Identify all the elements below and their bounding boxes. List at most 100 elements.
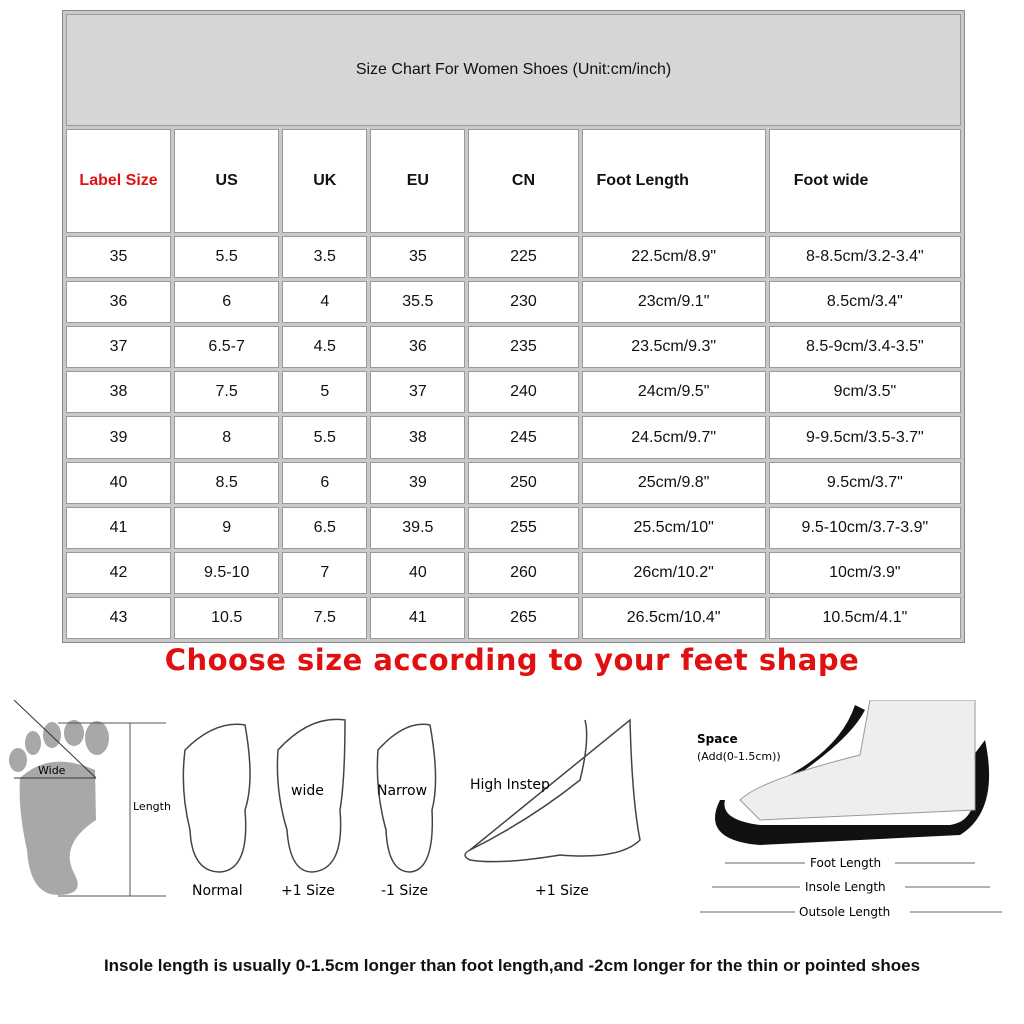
plus-one-size-label: +1 Size bbox=[281, 883, 335, 899]
table-row: 37 6.5-7 4.5 36 235 23.5cm/9.3" 8.5-9cm/3.4-3.… bbox=[66, 326, 961, 369]
table-cell: 38 bbox=[66, 371, 172, 414]
table-cell: 9cm/3.5" bbox=[768, 371, 961, 414]
table-cell: 5.5 bbox=[174, 236, 280, 279]
table-cell: 26cm/10.2" bbox=[581, 551, 766, 594]
space-label: Space bbox=[697, 732, 738, 746]
table-cell: 39 bbox=[66, 416, 172, 459]
table-cell: 10cm/3.9" bbox=[768, 551, 961, 594]
table-cell: 10.5 bbox=[174, 596, 280, 639]
high-instep-label: High Instep bbox=[470, 777, 550, 793]
length-label: Length bbox=[133, 800, 171, 813]
table-row: 43 10.5 7.5 41 265 26.5cm/10.4" 10.5cm/4.1" bbox=[66, 596, 961, 639]
table-cell: 260 bbox=[468, 551, 579, 594]
col-eu: EU bbox=[370, 129, 466, 234]
table-row: 42 9.5-10 7 40 260 26cm/10.2" 10cm/3.9" bbox=[66, 551, 961, 594]
chart-title: Size Chart For Women Shoes (Unit:cm/inch… bbox=[66, 14, 961, 127]
table-cell: 230 bbox=[468, 281, 579, 324]
table-cell: 40 bbox=[370, 551, 466, 594]
col-label-size: Label Size bbox=[66, 129, 172, 234]
table-cell: 4.5 bbox=[282, 326, 368, 369]
table-cell: 37 bbox=[66, 326, 172, 369]
table-cell: 35.5 bbox=[370, 281, 466, 324]
table-cell: 9.5-10cm/3.7-3.9" bbox=[768, 506, 961, 549]
normal-label: Normal bbox=[192, 883, 243, 899]
table-cell: 35 bbox=[370, 236, 466, 279]
table-cell: 10.5cm/4.1" bbox=[768, 596, 961, 639]
col-uk: UK bbox=[282, 129, 368, 234]
table-cell: 8.5 bbox=[174, 461, 280, 504]
table-cell: 7.5 bbox=[282, 596, 368, 639]
table-cell: 8 bbox=[174, 416, 280, 459]
table-cell: 40 bbox=[66, 461, 172, 504]
table-row: 39 8 5.5 38 245 24.5cm/9.7" 9-9.5cm/3.5-3.7" bbox=[66, 416, 961, 459]
col-cn: CN bbox=[468, 129, 579, 234]
table-cell: 3.5 bbox=[282, 236, 368, 279]
table-cell: 23cm/9.1" bbox=[581, 281, 766, 324]
shoe-cross-section-icon bbox=[715, 700, 990, 845]
table-cell: 22.5cm/8.9" bbox=[581, 236, 766, 279]
table-cell: 265 bbox=[468, 596, 579, 639]
table-cell: 255 bbox=[468, 506, 579, 549]
outsole-length-label: Outsole Length bbox=[799, 905, 890, 919]
table-cell: 6 bbox=[282, 461, 368, 504]
table-cell: 8-8.5cm/3.2-3.4" bbox=[768, 236, 961, 279]
table-cell: 6.5 bbox=[282, 506, 368, 549]
table-cell: 5 bbox=[282, 371, 368, 414]
table-cell: 36 bbox=[66, 281, 172, 324]
table-row: 38 7.5 5 37 240 24cm/9.5" 9cm/3.5" bbox=[66, 371, 961, 414]
advice-heading: Choose size according to your feet shape bbox=[164, 643, 860, 677]
high-instep-size-label: +1 Size bbox=[535, 883, 589, 899]
table-cell: 25.5cm/10" bbox=[581, 506, 766, 549]
foot-silhouette-icon bbox=[9, 720, 109, 895]
table-cell: 23.5cm/9.3" bbox=[581, 326, 766, 369]
foot-length-label: Foot Length bbox=[810, 856, 881, 870]
table-cell: 5.5 bbox=[282, 416, 368, 459]
high-instep-foot-icon bbox=[464, 718, 641, 863]
table-cell: 250 bbox=[468, 461, 579, 504]
wide-label: Wide bbox=[38, 764, 66, 777]
header-row: Label Size US UK EU CN Foot Length Foot … bbox=[66, 129, 961, 234]
table-cell: 225 bbox=[468, 236, 579, 279]
space-add-label: (Add(0-1.5cm)) bbox=[697, 750, 781, 763]
table-cell: 8.5-9cm/3.4-3.5" bbox=[768, 326, 961, 369]
insole-length-label: Insole Length bbox=[805, 880, 886, 894]
table-cell: 6.5-7 bbox=[174, 326, 280, 369]
table-cell: 8.5cm/3.4" bbox=[768, 281, 961, 324]
table-cell: 9.5cm/3.7" bbox=[768, 461, 961, 504]
table-row: 41 9 6.5 39.5 255 25.5cm/10" 9.5-10cm/3.7-3.9" bbox=[66, 506, 961, 549]
foot-measurement-illustration: Wide Length Normal wide +1 Size Narrow -… bbox=[9, 700, 1002, 920]
table-cell: 7 bbox=[282, 551, 368, 594]
minus-one-size-label: -1 Size bbox=[381, 883, 428, 899]
table-cell: 35 bbox=[66, 236, 172, 279]
col-us: US bbox=[174, 129, 280, 234]
table-cell: 25cm/9.8" bbox=[581, 461, 766, 504]
table-cell: 41 bbox=[66, 506, 172, 549]
wide-foot-label: wide bbox=[291, 783, 324, 799]
table-cell: 39.5 bbox=[370, 506, 466, 549]
table-cell: 41 bbox=[370, 596, 466, 639]
insole-note: Insole length is usually 0-1.5cm longer … bbox=[103, 956, 921, 975]
narrow-label: Narrow bbox=[377, 783, 427, 799]
table-cell: 39 bbox=[370, 461, 466, 504]
col-foot-wide: Foot wide bbox=[768, 129, 961, 234]
table-cell: 24cm/9.5" bbox=[581, 371, 766, 414]
table-cell: 9 bbox=[174, 506, 280, 549]
table-cell: 4 bbox=[282, 281, 368, 324]
wide-foot-icon bbox=[276, 718, 346, 873]
table-cell: 26.5cm/10.4" bbox=[581, 596, 766, 639]
table-cell: 43 bbox=[66, 596, 172, 639]
table-cell: 7.5 bbox=[174, 371, 280, 414]
table-cell: 245 bbox=[468, 416, 579, 459]
table-cell: 38 bbox=[370, 416, 466, 459]
narrow-foot-icon bbox=[376, 723, 437, 873]
table-cell: 37 bbox=[370, 371, 466, 414]
table-cell: 36 bbox=[370, 326, 466, 369]
table-cell: 42 bbox=[66, 551, 172, 594]
table-row: 35 5.5 3.5 35 225 22.5cm/8.9" 8-8.5cm/3.2-3.4" bbox=[66, 236, 961, 279]
table-cell: 9-9.5cm/3.5-3.7" bbox=[768, 416, 961, 459]
table-cell: 6 bbox=[174, 281, 280, 324]
table-cell: 240 bbox=[468, 371, 579, 414]
table-cell: 24.5cm/9.7" bbox=[581, 416, 766, 459]
table-row: 40 8.5 6 39 250 25cm/9.8" 9.5cm/3.7" bbox=[66, 461, 961, 504]
size-chart-table: Size Chart For Women Shoes (Unit:cm/inch… bbox=[62, 10, 965, 643]
